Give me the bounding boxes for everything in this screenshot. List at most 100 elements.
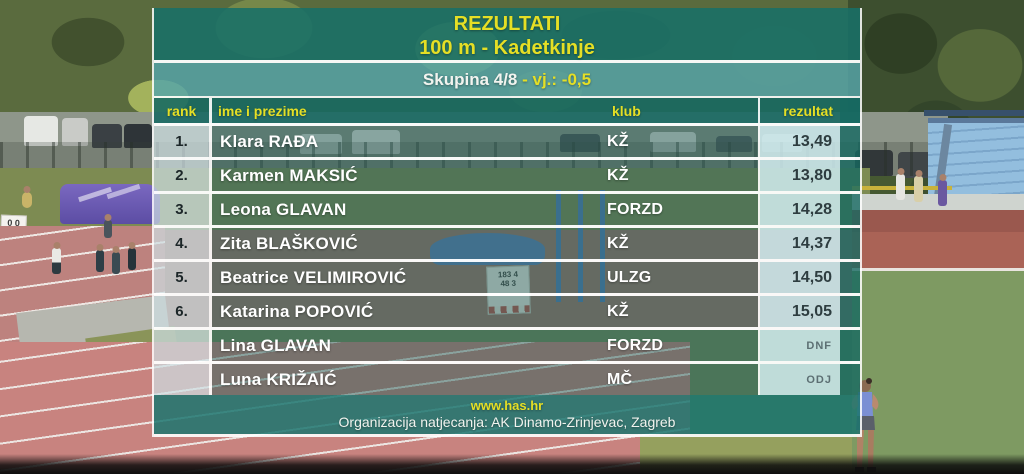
athlete-name: Luna KRIŽAIĆ [220,369,337,389]
spectator-right [914,176,923,202]
white-van [24,116,58,146]
rank-cell: 2. [154,160,209,191]
result-cell: 14,37 [760,228,840,259]
column-divider [209,160,212,191]
right-filler-strip [840,228,860,259]
heat-info-band: Skupina 4/8 - vj.: -0,5 [154,63,860,96]
dark-car [92,124,122,148]
event-title: 100 m - Kadetkinje [419,37,595,59]
results-panel: REZULTATI 100 m - Kadetkinje Skupina 4/8… [152,8,862,437]
column-divider [209,194,212,225]
organizer-credit: Organizacija natjecanja: AK Dinamo-Zrinj… [338,414,676,430]
column-divider [758,194,760,225]
column-divider [758,126,760,157]
rank-cell: 1. [154,126,209,157]
athlete-name: Zita BLAŠKOVIĆ [220,233,358,253]
track-white-line [852,268,1024,271]
athlete-name: Lina GLAVAN [220,335,332,355]
table-header-row: rank ime i prezime klub rezultat [154,98,860,123]
photo-bottom-vignette [0,454,1024,474]
name-cell: Beatrice VELIMIROVIĆ ULZG [212,262,758,293]
column-divider [758,160,760,191]
result-cell: 15,05 [760,296,840,327]
gray-van [62,118,88,146]
results-title-band: REZULTATI 100 m - Kadetkinje [154,8,860,60]
right-filler-strip [840,330,860,361]
table-row: 1. Klara RAĐA KŽ 13,49 [154,126,860,157]
track-right-dark-lane [852,210,1024,234]
spectator [112,252,120,274]
divider [154,96,860,98]
club-cell: KŽ [607,132,629,150]
row-divider [154,191,860,194]
column-divider [758,330,760,361]
spectator [104,220,112,238]
club-cell: ULZG [607,268,652,286]
crouching-athlete [22,192,32,208]
result-cell: 13,80 [760,160,840,191]
column-header-result: rezultat [783,102,833,119]
rank-cell: 3. [154,194,209,225]
result-cell: 14,28 [760,194,840,225]
athlete-name: Klara RAĐA [220,131,319,151]
rank-cell [154,364,209,395]
name-cell: Klara RAĐA KŽ [212,126,758,157]
column-header-name-label: ime i prezime [218,102,307,119]
row-divider [154,293,860,296]
heat-group: Skupina 4/8 [422,70,518,89]
club-cell: FORZD [607,200,664,218]
row-divider [154,327,860,330]
name-cell: Lina GLAVAN FORZD [212,330,758,361]
result-cell: ODJ [760,364,840,395]
right-filler-strip [840,194,860,225]
club-cell: MČ [607,370,633,388]
column-divider [209,330,212,361]
dark-car [124,124,152,148]
athlete-name: Leona GLAVAN [220,199,347,219]
column-divider [758,98,760,123]
footer-band: www.has.hr Organizacija natjecanja: AK D… [154,395,860,434]
spectator-right [938,180,947,206]
column-divider [209,126,212,157]
column-header-rank: rank [166,102,197,119]
column-header-club: klub [612,102,641,119]
spectator-right [896,174,905,200]
wind-reading: - vj.: -0,5 [522,70,592,89]
spectator [96,250,104,272]
right-filler-strip [840,126,860,157]
column-divider [209,262,212,293]
column-divider [209,364,212,395]
table-row: Luna KRIŽAIĆ MČ ODJ [154,364,860,395]
row-divider [154,259,860,262]
result-cell: 13,49 [760,126,840,157]
column-divider [758,296,760,327]
table-row: 5. Beatrice VELIMIROVIĆ ULZG 14,50 [154,262,860,293]
right-filler-strip [840,98,860,123]
name-cell: Luna KRIŽAIĆ MČ [212,364,758,395]
federation-website: www.has.hr [470,398,544,413]
table-row: Lina GLAVAN FORZD DNF [154,330,860,361]
grass-right [852,271,1024,474]
result-cell: 14,50 [760,262,840,293]
athlete-name: Karmen MAKSIĆ [220,165,358,185]
club-cell: KŽ [607,166,629,184]
row-divider [154,157,860,160]
athlete-name: Beatrice VELIMIROVIĆ [220,267,407,287]
result-cell: DNF [760,330,840,361]
rank-cell [154,330,209,361]
rank-cell: 6. [154,296,209,327]
bleacher-railing [924,110,1024,116]
table-row: 4. Zita BLAŠKOVIĆ KŽ 14,37 [154,228,860,259]
column-divider [209,228,212,259]
right-filler-strip [840,262,860,293]
name-cell: Leona GLAVAN FORZD [212,194,758,225]
column-divider [758,364,760,395]
right-filler-strip [840,296,860,327]
panel-bottom-edge [154,434,860,437]
results-rows: 1. Klara RAĐA KŽ 13,49 2. Karmen MAKSIĆ … [154,126,860,395]
name-cell: Katarina POPOVIĆ KŽ [212,296,758,327]
athlete-name: Katarina POPOVIĆ [220,301,374,321]
results-title: REZULTATI [453,13,561,35]
table-row: 2. Karmen MAKSIĆ KŽ 13,80 [154,160,860,191]
